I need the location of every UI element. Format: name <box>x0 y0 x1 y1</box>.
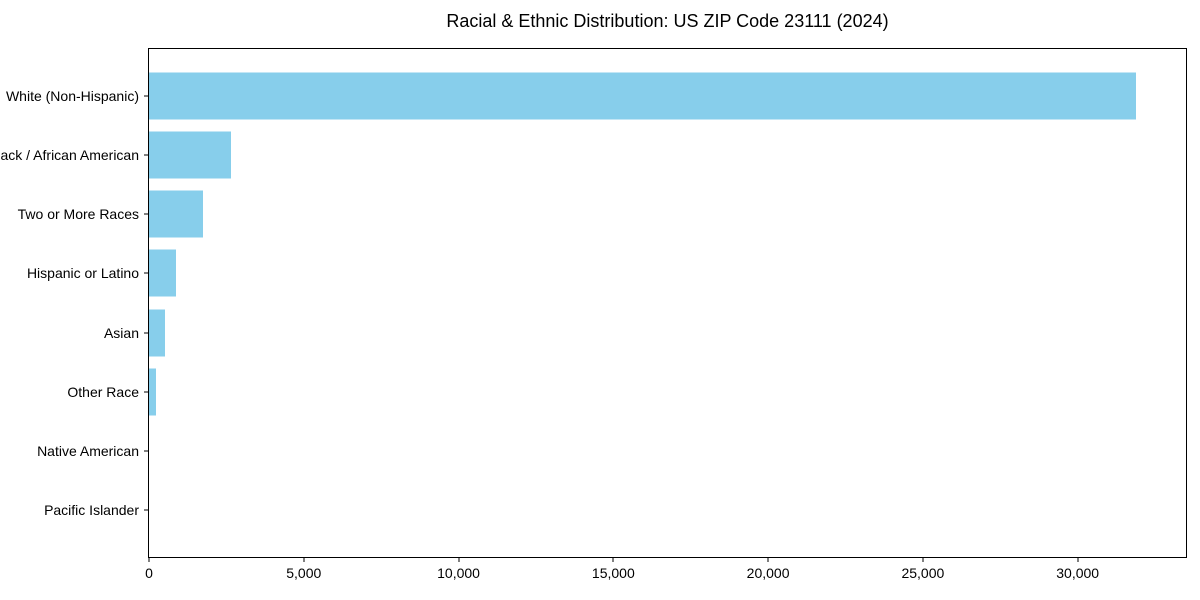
y-tick-mark <box>144 391 149 393</box>
bar-row: Two or More Races <box>18 185 1186 244</box>
y-tick-label: Native American <box>37 443 139 460</box>
y-tick-mark <box>144 154 149 156</box>
bar-row: Asian <box>104 303 1186 362</box>
y-tick-label: Asian <box>103 324 139 341</box>
x-tick-label: 15,000 <box>591 565 635 581</box>
bar <box>149 309 166 357</box>
y-tick-label: Black / African American <box>0 146 139 163</box>
plot-area: White (Non-Hispanic) Black / African Amer… <box>0 48 1187 581</box>
bar <box>149 368 157 416</box>
bar <box>149 131 232 179</box>
x-tick-label: 10,000 <box>437 565 480 581</box>
y-tick-label: Two or More Races <box>17 206 139 223</box>
x-tick-label: 5,000 <box>286 565 322 581</box>
bar-row: Hispanic or Latino <box>27 244 1186 303</box>
x-tick-label: 30,000 <box>1056 565 1100 581</box>
y-tick-label: Other Race <box>67 383 139 400</box>
bar <box>149 72 1137 120</box>
x-tick-mark <box>1077 557 1079 562</box>
bar <box>149 249 177 297</box>
y-tick-mark <box>144 450 149 452</box>
x-tick-label: 0 <box>145 565 153 581</box>
x-tick-mark <box>922 557 924 562</box>
y-tick-mark <box>144 272 149 274</box>
x-tick-label: 25,000 <box>901 565 945 581</box>
x-tick-mark <box>148 557 150 562</box>
x-tick-label: 20,000 <box>746 565 790 581</box>
y-tick-mark <box>144 213 149 215</box>
y-tick-mark <box>144 509 149 511</box>
bar-row: Other Race <box>67 362 1186 421</box>
x-tick-mark <box>767 557 769 562</box>
bar <box>149 190 204 238</box>
x-tick-mark <box>612 557 614 562</box>
y-tick-mark <box>144 95 149 97</box>
y-tick-label: Pacific Islander <box>44 502 139 519</box>
y-tick-label: Hispanic or Latino <box>26 265 139 282</box>
x-tick-mark <box>458 557 460 562</box>
bar-row: Pacific Islander <box>44 481 1186 540</box>
bar-row: Native American <box>37 422 1186 481</box>
bar-rows-container: White (Non-Hispanic) Black / African Amer… <box>0 49 1186 557</box>
chart-title: Racial & Ethnic Distribution: US ZIP Cod… <box>446 11 889 31</box>
bar-row: Black / African American <box>0 125 1186 184</box>
bar-row: White (Non-Hispanic) <box>6 66 1186 125</box>
y-tick-label: White (Non-Hispanic) <box>5 87 139 104</box>
y-tick-mark <box>144 332 149 334</box>
x-tick-mark <box>303 557 305 562</box>
x-axis-ticks: 0 5,000 10,000 15,000 20,000 25,000 30,000 <box>145 557 1186 593</box>
